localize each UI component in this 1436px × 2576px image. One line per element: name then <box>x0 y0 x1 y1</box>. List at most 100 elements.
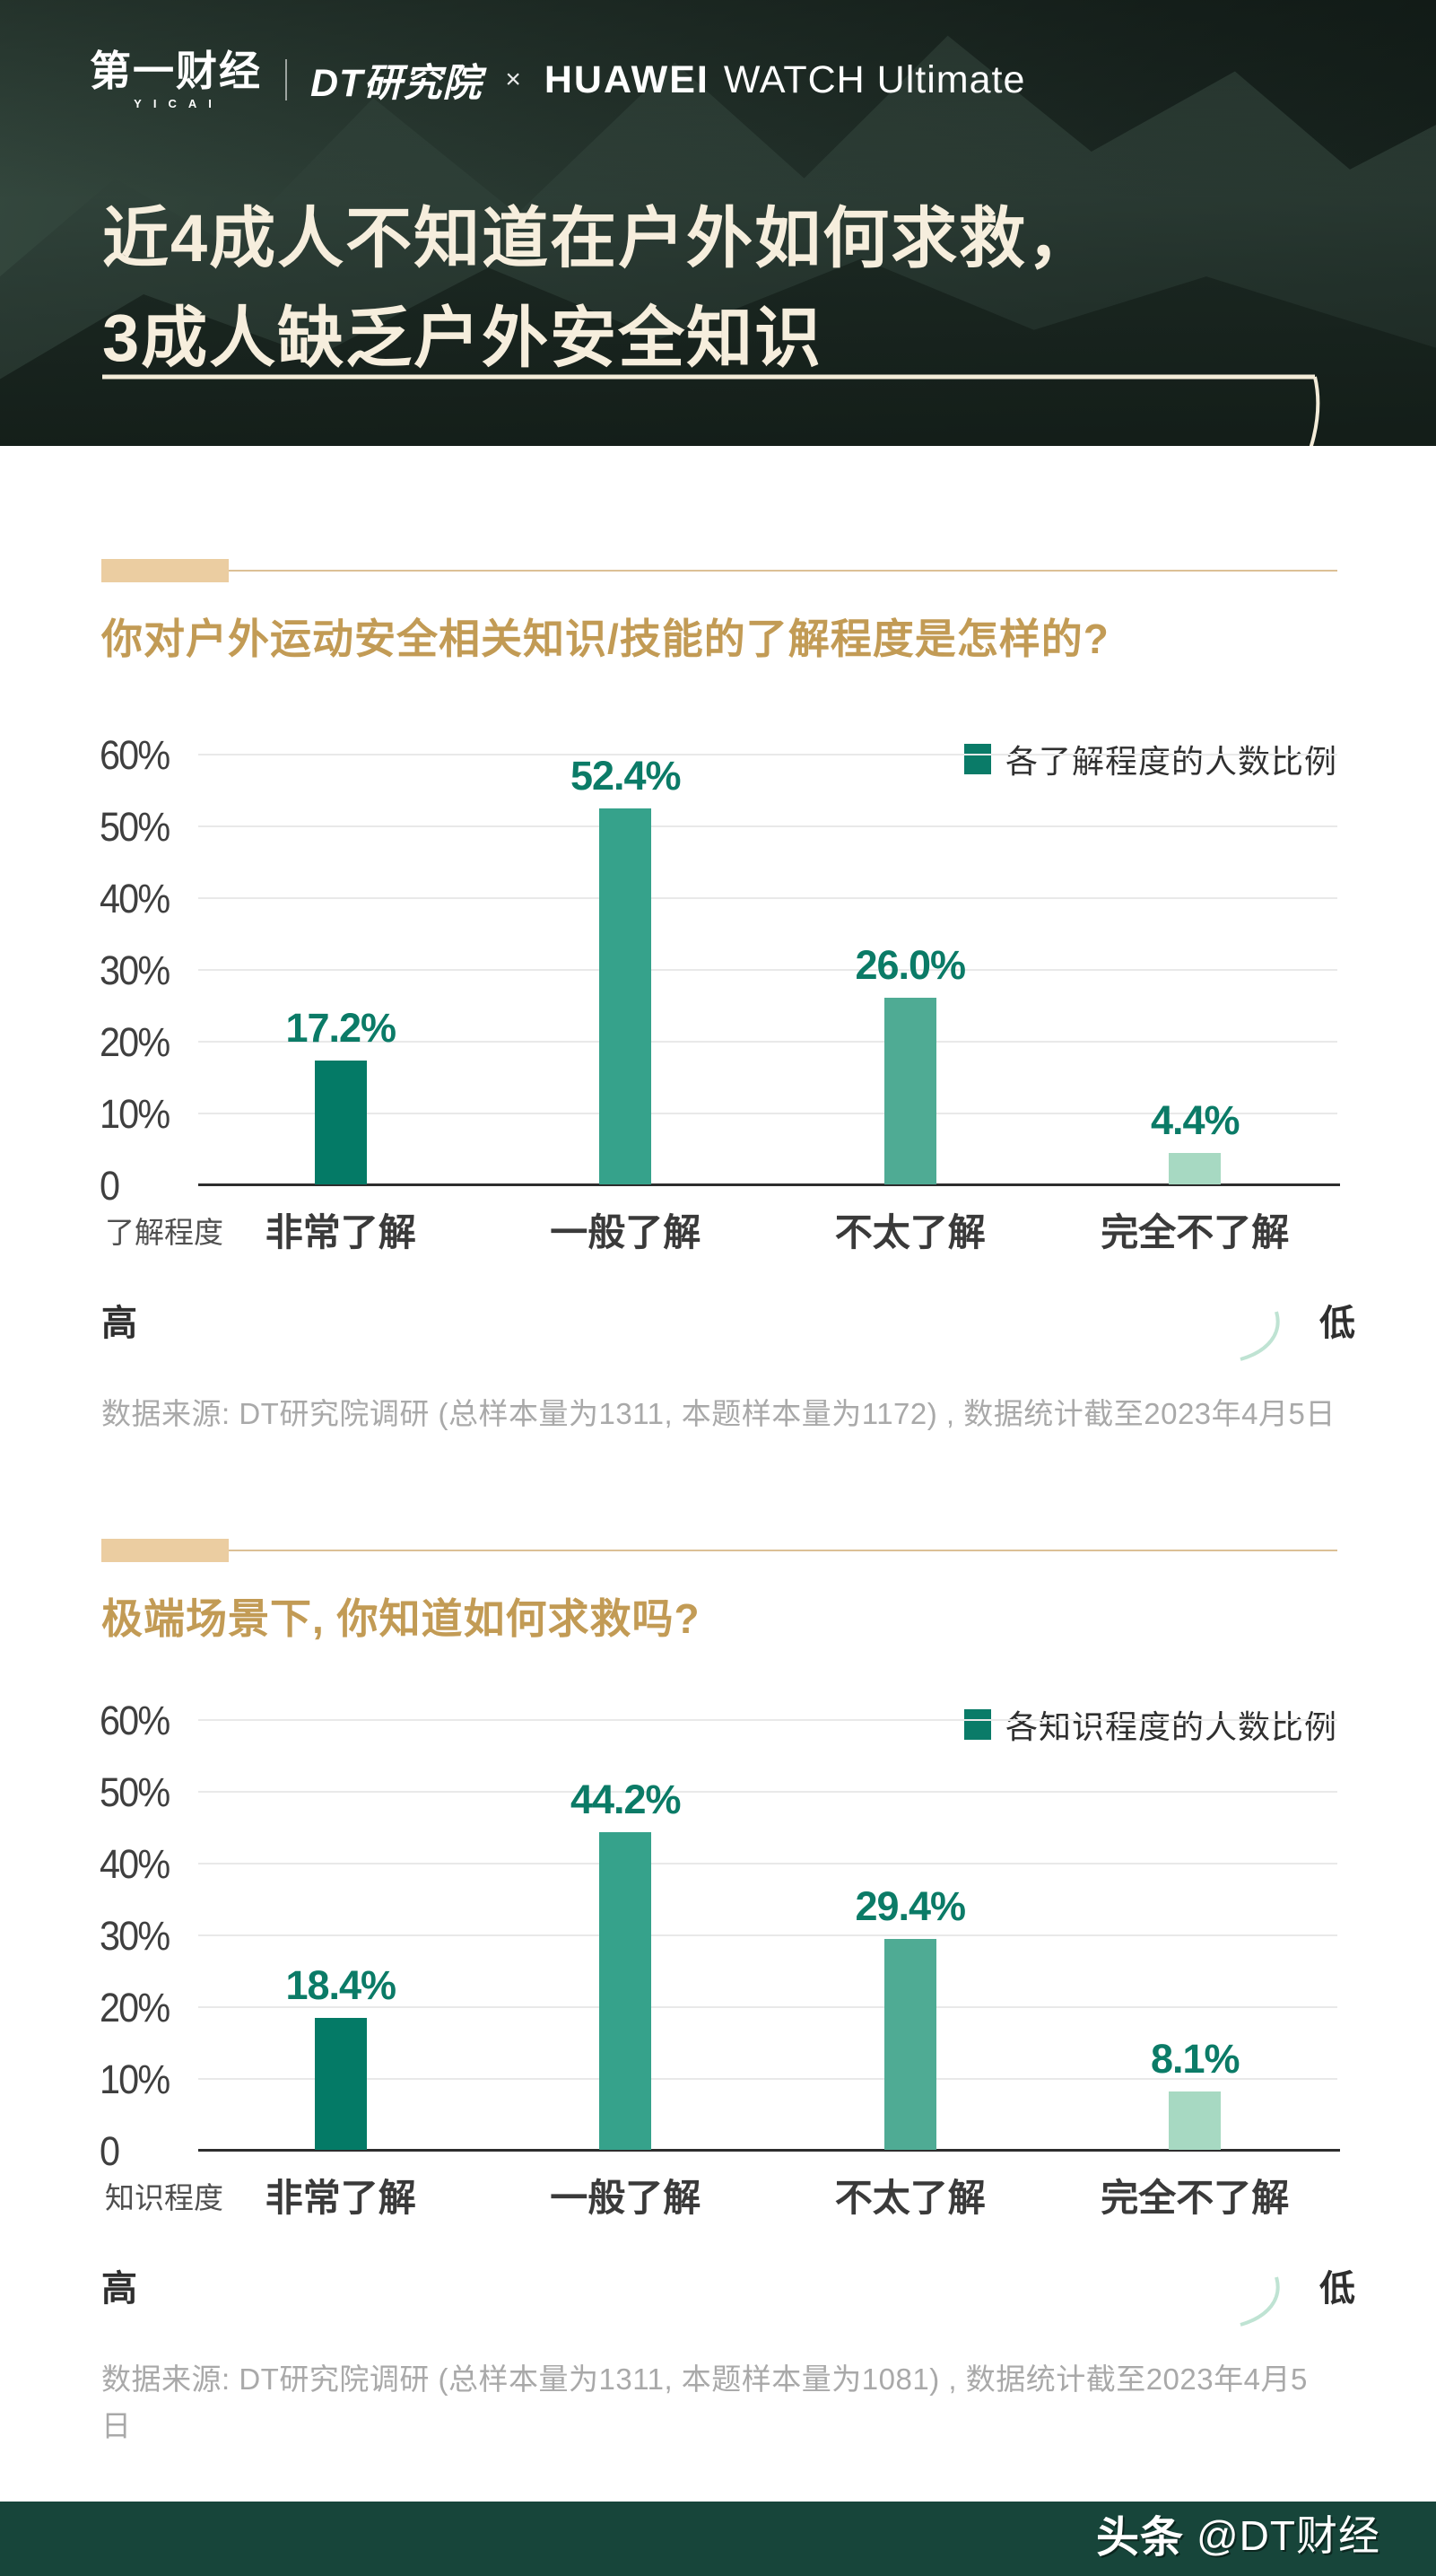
scale-high-label: 高 <box>101 1304 137 1343</box>
bar-value-label: 26.0% <box>855 942 966 988</box>
footer-account-handle: @DT财经 <box>1196 2511 1380 2559</box>
bar-非常了解 <box>314 1061 367 1184</box>
y-axis-tick-label: 50% <box>100 804 170 850</box>
section-marker-line <box>229 1550 1337 1551</box>
bar-value-label: 44.2% <box>570 1777 682 1823</box>
bar-chart-plot: 各知识程度的人数比例 0 10% 20% 30% 40% 50% 60% 18.4% 44.2%… <box>100 1692 1340 2174</box>
section-marker <box>101 1539 1337 1564</box>
y-axis-tick-label: 60% <box>100 1698 170 1743</box>
legend-swatch-icon <box>963 744 991 774</box>
y-axis-tick-label: 20% <box>100 1019 170 1065</box>
category-label: 非常了解 <box>265 2177 416 2219</box>
hero-underline-flourish <box>102 374 1320 446</box>
scale-low-label: 低 <box>1319 1304 1355 1343</box>
bar-非常了解 <box>314 2017 367 2150</box>
logo-row: 第一财经 YICAI DT研究院 × HUAWEI WATCH Ultimate <box>90 50 1025 109</box>
data-source-note: 数据来源: DT研究院调研 (总样本量为1311, 本题样本量为1172) , … <box>101 1397 1336 1430</box>
category-label: 不太了解 <box>834 2177 986 2219</box>
category-axis: 知识程度 非常了解 一般了解 不太了解 完全不了解 <box>105 2168 1337 2231</box>
category-label: 完全不了解 <box>1101 1211 1290 1253</box>
gridline <box>198 754 1337 755</box>
y-axis-tick-label: 40% <box>100 876 170 921</box>
chart-section-rescue-knowledge: 极端场景下, 你知道如何求救吗? 各知识程度的人数比例 0 10% 20% 30% 40… <box>100 1536 1355 2502</box>
logo-divider <box>285 59 287 100</box>
gridline <box>198 1934 1337 1936</box>
x-axis-baseline <box>198 2149 1340 2152</box>
legend-swatch-icon <box>963 1709 991 1740</box>
category-label: 完全不了解 <box>1101 2177 1290 2219</box>
bar-一般了解 <box>599 808 652 1184</box>
section-title: 你对户外运动安全相关知识/技能的了解程度是怎样的? <box>101 616 1110 662</box>
section-marker-rect <box>101 1539 229 1562</box>
section-marker-line <box>229 570 1337 572</box>
bar-value-label: 4.4% <box>1150 1096 1240 1143</box>
y-axis-tick-label: 20% <box>100 1985 170 2030</box>
bar-value-label: 52.4% <box>570 752 682 799</box>
gridline <box>198 1041 1337 1043</box>
bar-完全不了解 <box>1169 1152 1222 1184</box>
y-axis-tick-label: 10% <box>100 1091 170 1137</box>
y-axis-tick-label: 30% <box>100 947 170 993</box>
chart-legend: 各了解程度的人数比例 <box>963 736 1337 782</box>
gridline <box>198 1719 1337 1721</box>
bar-chart-plot: 各了解程度的人数比例 0 10% 20% 30% 40% 50% 60% 17.2% 52.4%… <box>100 727 1340 1209</box>
hero-banner: 第一财经 YICAI DT研究院 × HUAWEI WATCH Ultimate… <box>0 0 1436 446</box>
category-label: 非常了解 <box>265 1211 416 1253</box>
bar-value-label: 8.1% <box>1150 2036 1240 2083</box>
x-axis-name: 了解程度 <box>105 1216 223 1249</box>
collab-cross-icon: × <box>505 65 521 94</box>
yicai-logo: 第一财经 YICAI <box>90 50 262 109</box>
legend-label: 各了解程度的人数比例 <box>1005 743 1337 780</box>
y-axis-tick-label: 30% <box>100 1913 170 1959</box>
category-label: 不太了解 <box>834 1211 986 1253</box>
scale-arrow-row: 高 低 <box>101 1294 1355 1366</box>
footer-bar: 头条 @DT财经 <box>0 2502 1436 2576</box>
bar-不太了解 <box>883 1938 936 2150</box>
gridline <box>198 1863 1337 1864</box>
category-label: 一般了解 <box>550 2177 701 2219</box>
category-axis: 了解程度 非常了解 一般了解 不太了解 完全不了解 <box>105 1202 1337 1265</box>
y-axis-tick-label: 10% <box>100 2056 170 2102</box>
watch-ultimate-logo-text: WATCH Ultimate <box>723 57 1026 101</box>
y-axis-tick-label: 0 <box>100 1163 120 1209</box>
x-axis-name: 知识程度 <box>105 2181 223 2214</box>
section-marker-rect <box>101 559 229 582</box>
legend-label: 各知识程度的人数比例 <box>1005 1708 1337 1745</box>
chart-section-knowledge-level: 你对户外运动安全相关知识/技能的了解程度是怎样的? 各了解程度的人数比例 0 10… <box>100 556 1355 1536</box>
hero-shade-overlay <box>0 0 1436 446</box>
chart-legend: 各知识程度的人数比例 <box>963 1701 1337 1748</box>
yicai-logo-text: 第一财经 <box>90 48 262 94</box>
data-source-note: 数据来源: DT研究院调研 (总样本量为1311, 本题样本量为1081) , … <box>101 2362 1308 2442</box>
category-label: 一般了解 <box>550 1211 701 1253</box>
section-marker <box>101 559 1337 584</box>
bar-一般了解 <box>599 1832 652 2150</box>
scale-arrow-row: 高 低 <box>101 2259 1355 2331</box>
main-title-line2: 3成人缺乏户外安全知识 <box>102 300 823 375</box>
y-axis-tick-label: 40% <box>100 1841 170 1887</box>
dt-research-logo: DT研究院 <box>310 62 483 105</box>
y-axis-tick-label: 50% <box>100 1769 170 1815</box>
yicai-logo-subtext: YICAI <box>134 97 223 110</box>
scale-high-label: 高 <box>101 2269 137 2309</box>
bar-value-label: 17.2% <box>285 1005 396 1052</box>
gradient-arrow <box>155 1307 1280 1361</box>
bar-不太了解 <box>883 998 936 1184</box>
section-title: 极端场景下, 你知道如何求救吗? <box>101 1595 701 1642</box>
y-axis-tick-label: 0 <box>100 2128 120 2174</box>
footer-platform-label: 头条 <box>1095 2513 1184 2562</box>
huawei-logo: HUAWEI <box>544 57 709 101</box>
bar-完全不了解 <box>1169 2091 1222 2150</box>
main-title-line1: 近4成人不知道在户外如何求救， <box>102 200 1096 275</box>
gridline <box>198 897 1337 899</box>
gradient-arrow <box>155 2273 1280 2327</box>
bar-value-label: 18.4% <box>285 1961 396 2008</box>
gridline <box>198 2006 1337 2008</box>
bar-value-label: 29.4% <box>855 1882 966 1929</box>
scale-low-label: 低 <box>1319 2269 1355 2309</box>
y-axis-tick-label: 60% <box>100 732 170 778</box>
gridline <box>198 2078 1337 2080</box>
gridline <box>198 1791 1337 1793</box>
gridline <box>198 1113 1337 1114</box>
gridline <box>198 825 1337 827</box>
